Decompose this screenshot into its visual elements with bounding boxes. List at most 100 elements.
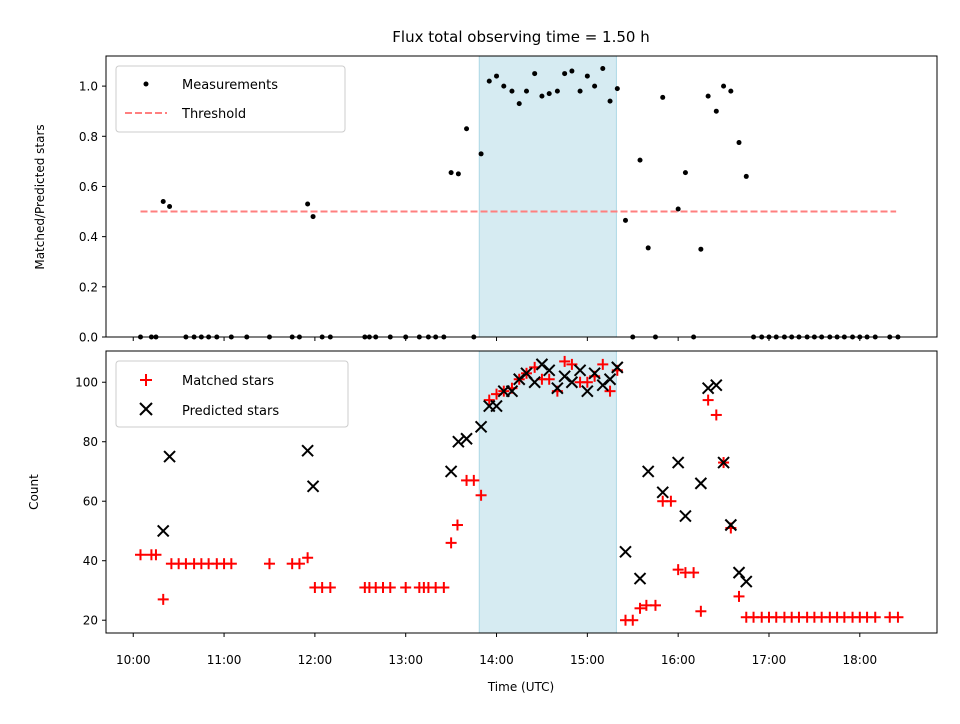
predicted-star-point	[732, 566, 746, 579]
measurement-point	[509, 88, 515, 94]
top-x-ticks	[132, 337, 861, 341]
measurement-point	[614, 86, 620, 92]
x-tick-label: 14:00	[479, 653, 514, 667]
measurement-point	[584, 73, 590, 79]
matched-star-point	[604, 385, 616, 397]
measurement-point	[607, 98, 613, 104]
matched-star-point	[475, 489, 487, 501]
top-axes-frame	[105, 55, 938, 338]
predicted-star-point	[710, 379, 723, 392]
matched-star-point	[649, 599, 661, 611]
matched-star-point	[688, 567, 700, 579]
measurement-point	[160, 199, 166, 205]
measurement-point	[592, 83, 598, 89]
predicted-star-point	[724, 518, 738, 532]
y-tick-label: 0.2	[79, 280, 98, 294]
predicted-star-point	[573, 364, 587, 377]
measurement-point	[713, 108, 719, 114]
measurement-point	[523, 88, 529, 94]
measurement-point	[622, 217, 628, 223]
matched-star-point	[869, 611, 881, 623]
measurement-point	[577, 88, 583, 94]
predicted-star-point	[611, 361, 624, 374]
predicted-star-point	[740, 575, 753, 588]
measurement-point	[675, 206, 681, 212]
y-tick-label: 100	[75, 376, 98, 390]
measurement-point	[167, 204, 173, 210]
measurement-point	[516, 101, 522, 107]
matched-star-point	[483, 394, 495, 406]
measurement-point	[698, 246, 704, 252]
measurement-point	[539, 93, 545, 99]
x-tick-label: 17:00	[752, 653, 787, 667]
highlight-span-bottom	[478, 350, 617, 634]
measurement-point	[448, 170, 454, 176]
measurement-point	[743, 173, 749, 179]
measurement-point	[486, 78, 492, 84]
y-tick-label: 0.0	[79, 331, 98, 345]
y-tick-label: 40	[83, 554, 98, 568]
measurement-point	[682, 170, 688, 176]
matched-star-point	[892, 611, 904, 623]
measurement-point	[721, 83, 727, 89]
y-tick-label: 0.8	[79, 130, 98, 144]
measurement-point	[637, 157, 643, 163]
top-y-axis-label: Matched/Predicted stars	[33, 124, 47, 269]
y-tick-label: 20	[83, 614, 98, 628]
x-tick-label: 12:00	[298, 653, 333, 667]
measurement-point	[546, 91, 552, 97]
measurement-point	[532, 71, 538, 77]
matched-star-point	[400, 581, 412, 593]
measurement-point	[660, 94, 666, 100]
predicted-star-point	[301, 444, 314, 457]
legend-label-matched: Matched stars	[182, 374, 274, 389]
legend-marker-measurements	[143, 81, 149, 87]
predicted-star-point	[565, 376, 579, 389]
measurement-point	[705, 93, 711, 99]
x-tick-label: 18:00	[843, 653, 878, 667]
bottom-y-axis: 20 40 60 80 100	[75, 376, 106, 628]
top-legend: Measurements Threshold	[115, 65, 346, 133]
matched-star-point	[566, 358, 578, 370]
legend-marker-predicted	[139, 402, 153, 416]
matched-star-point	[324, 581, 336, 593]
measurement-point	[569, 68, 575, 74]
x-tick-label: 11:00	[207, 653, 242, 667]
predicted-star-point	[528, 376, 541, 389]
predicted-star-point	[163, 450, 176, 463]
measurement-point	[600, 66, 606, 72]
matched-star-point	[225, 558, 237, 570]
measurement-point	[501, 83, 507, 89]
bottom-legend: Matched stars Predicted stars	[115, 360, 349, 428]
matched-star-point	[263, 558, 275, 570]
top-legend-frame	[115, 65, 346, 133]
legend-label-predicted: Predicted stars	[182, 404, 279, 419]
matched-star-point	[559, 355, 571, 367]
bottom-panel: 20 40 60 80 100 10:00 11:00 12:00 13:00 14:00 15:…	[27, 350, 938, 694]
y-tick-label: 60	[83, 495, 98, 509]
x-tick-label: 10:00	[116, 653, 151, 667]
bottom-y-axis-label: Count	[27, 474, 41, 510]
measurement-point	[494, 73, 500, 79]
matched-star-point	[634, 602, 646, 614]
measurement-point	[554, 88, 560, 94]
highlight-span-top	[478, 55, 617, 338]
bottom-x-axis: 10:00 11:00 12:00 13:00 14:00 15:00 16:00 17:00…	[116, 633, 877, 667]
predicted-star-point	[694, 477, 708, 490]
predicted-stars-points	[157, 358, 753, 588]
matched-star-point	[438, 581, 450, 593]
measurement-point	[645, 245, 651, 251]
y-tick-label: 0.4	[79, 230, 98, 244]
predicted-star-point	[641, 465, 655, 478]
predicted-star-point	[452, 435, 465, 448]
predicted-star-point	[460, 432, 473, 445]
predicted-star-point	[679, 509, 692, 523]
matched-star-point	[702, 394, 714, 406]
matched-star-point	[695, 605, 707, 617]
legend-marker-matched	[140, 374, 152, 386]
measurement-point	[305, 201, 311, 207]
measurement-point	[478, 151, 484, 157]
matched-star-point	[293, 558, 305, 570]
predicted-star-point	[717, 456, 730, 469]
